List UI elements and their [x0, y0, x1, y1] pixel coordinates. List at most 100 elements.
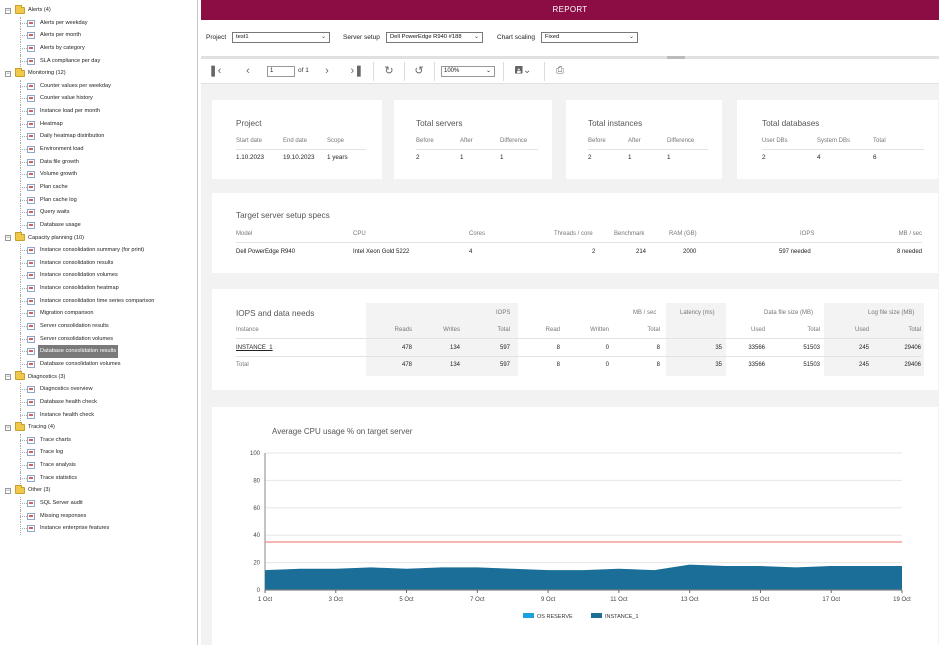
report-header: REPORT: [201, 0, 939, 20]
tree-connector: [20, 477, 27, 479]
tree-item[interactable]: Migration comparison: [0, 307, 197, 321]
model-value: Dell PowerEdge R940: [236, 249, 296, 255]
tree-item[interactable]: Query waits: [0, 206, 197, 219]
tree-item[interactable]: SLA compliance per day: [0, 54, 197, 68]
tree-group[interactable]: − Monitoring (12): [0, 67, 197, 80]
print-button[interactable]: ⎙: [551, 63, 569, 79]
back-button[interactable]: ↺: [411, 63, 427, 79]
collapse-icon[interactable]: −: [5, 7, 11, 14]
tree-item[interactable]: Database usage: [0, 218, 197, 232]
tree-item[interactable]: Counter values per weekday: [0, 79, 197, 93]
tree-item[interactable]: Trace log: [0, 446, 197, 460]
report-icon: [27, 108, 35, 116]
collapse-icon[interactable]: −: [5, 424, 11, 431]
tree-item[interactable]: Trace statistics: [0, 471, 197, 485]
parameters-splitter[interactable]: [201, 56, 939, 59]
tree-item[interactable]: Plan cache: [0, 180, 197, 194]
reads-cell: 478: [401, 345, 412, 351]
project-card: Project Start date End date Scope 1.10.2…: [212, 100, 382, 179]
tree-item-label: Plan cache: [40, 183, 68, 190]
export-button[interactable]: 🖪⌄: [511, 63, 535, 79]
splitter-grip[interactable]: [667, 56, 685, 59]
tree-item[interactable]: Daily heatmap distribution: [0, 130, 197, 144]
tree-group[interactable]: − Other (3): [0, 484, 197, 497]
tree-item[interactable]: Instance consolidation summary (for prin…: [0, 244, 197, 257]
tree-item[interactable]: Data file growth: [0, 155, 197, 169]
tree-item[interactable]: Instance health check: [0, 408, 197, 422]
tree-item[interactable]: Instance enterprise features: [0, 522, 197, 535]
tree-group[interactable]: − Capacity planning (10): [0, 232, 197, 245]
tree-item[interactable]: Instance consolidation heatmap: [0, 282, 197, 295]
tree-connector: [20, 199, 27, 201]
tree-item-label: Trace statistics: [40, 474, 78, 481]
tree-item[interactable]: Trace charts: [0, 433, 197, 447]
server-setup-select[interactable]: Dell PowerEdge R940 #188 ⌄: [386, 32, 483, 43]
data-total-cell: 51503: [803, 362, 820, 368]
tree-item-label: Alerts per month: [40, 32, 82, 39]
tree-item[interactable]: Database consolidation results: [0, 345, 197, 358]
chart-scaling-select[interactable]: Fixed ⌄: [541, 32, 638, 43]
collapse-icon[interactable]: −: [5, 374, 11, 381]
divider: [762, 149, 924, 150]
zoom-select-value: 100%: [444, 68, 460, 74]
tree-item[interactable]: Database health check: [0, 395, 197, 409]
previous-page-button[interactable]: ‹: [241, 63, 255, 79]
tree-item[interactable]: Trace analysis: [0, 459, 197, 472]
tree-group[interactable]: − Alerts (4): [0, 4, 197, 17]
tree-item[interactable]: Plan cache log: [0, 193, 197, 207]
first-page-button[interactable]: ❚‹: [208, 63, 222, 79]
chart-title: Average CPU usage % on target server: [272, 427, 413, 436]
tree-item[interactable]: SQL Server audit: [0, 496, 197, 510]
tree-group-label: Tracing (4): [28, 424, 55, 431]
x-tick-label: 5 Oct: [399, 597, 414, 603]
tree-item[interactable]: Instance consolidation results: [0, 256, 197, 270]
tree-connector: [20, 224, 27, 226]
start-date-value: 1.10.2023: [236, 154, 265, 161]
refresh-button[interactable]: ↻: [381, 63, 397, 79]
collapse-icon[interactable]: −: [5, 235, 11, 242]
tree-item[interactable]: Instance load per month: [0, 105, 197, 118]
zoom-select[interactable]: 100% ⌄: [441, 66, 495, 77]
collapse-icon[interactable]: −: [5, 487, 11, 494]
folder-icon: [15, 67, 25, 77]
tree-item[interactable]: Environment load: [0, 143, 197, 156]
tree-item-label: Missing responses: [40, 512, 87, 519]
tree-connector: [20, 212, 27, 214]
tree-item[interactable]: Volume growth: [0, 168, 197, 181]
tree-item[interactable]: Server consolidation volumes: [0, 332, 197, 346]
tree-group[interactable]: − Diagnostics (3): [0, 371, 197, 384]
tree-item[interactable]: Counter value history: [0, 92, 197, 106]
tree-item[interactable]: Instance consolidation volumes: [0, 269, 197, 283]
end-date-header: End date: [283, 138, 308, 144]
tree-item-label: Database consolidation volumes: [40, 360, 121, 367]
tree-item[interactable]: Server consolidation results: [0, 320, 197, 333]
iops-total-cell: 597: [499, 362, 510, 368]
benchmark-header: Benchmark: [614, 231, 645, 237]
ram-header: RAM (GB): [669, 231, 697, 237]
tree-connector: [20, 275, 27, 277]
total-servers-card: Total servers Before After Difference 2 …: [394, 100, 552, 179]
tree-item[interactable]: Alerts per month: [0, 29, 197, 42]
tree-item[interactable]: Database consolidation volumes: [0, 357, 197, 371]
tree-item-label: Database consolidation results: [38, 345, 119, 358]
latency-group-header: Latency (ms): [680, 310, 715, 316]
iops-total-cell: 597: [499, 345, 510, 351]
y-tick-label: 40: [253, 533, 260, 539]
tree-item[interactable]: Diagnostics overview: [0, 383, 197, 396]
last-page-button[interactable]: ›❚: [350, 63, 364, 79]
instance-link[interactable]: INSTANCE_1: [236, 345, 273, 351]
next-page-button[interactable]: ›: [320, 63, 334, 79]
tree-item[interactable]: Alerts per weekday: [0, 16, 197, 30]
report-icon: [27, 146, 35, 154]
collapse-icon[interactable]: −: [5, 70, 11, 77]
legend-swatch: [591, 613, 602, 618]
project-select[interactable]: test1 ⌄: [232, 32, 330, 43]
tree-group[interactable]: − Tracing (4): [0, 421, 197, 434]
tree-item[interactable]: Instance consolidation time series compa…: [0, 294, 197, 308]
data-total-header: Total: [807, 327, 820, 333]
page-number-input[interactable]: 1: [267, 66, 295, 77]
tree-item[interactable]: Alerts by category: [0, 41, 197, 55]
tree-item[interactable]: Missing responses: [0, 509, 197, 523]
report-icon: [27, 323, 35, 331]
tree-item[interactable]: Heatmap: [0, 117, 197, 131]
